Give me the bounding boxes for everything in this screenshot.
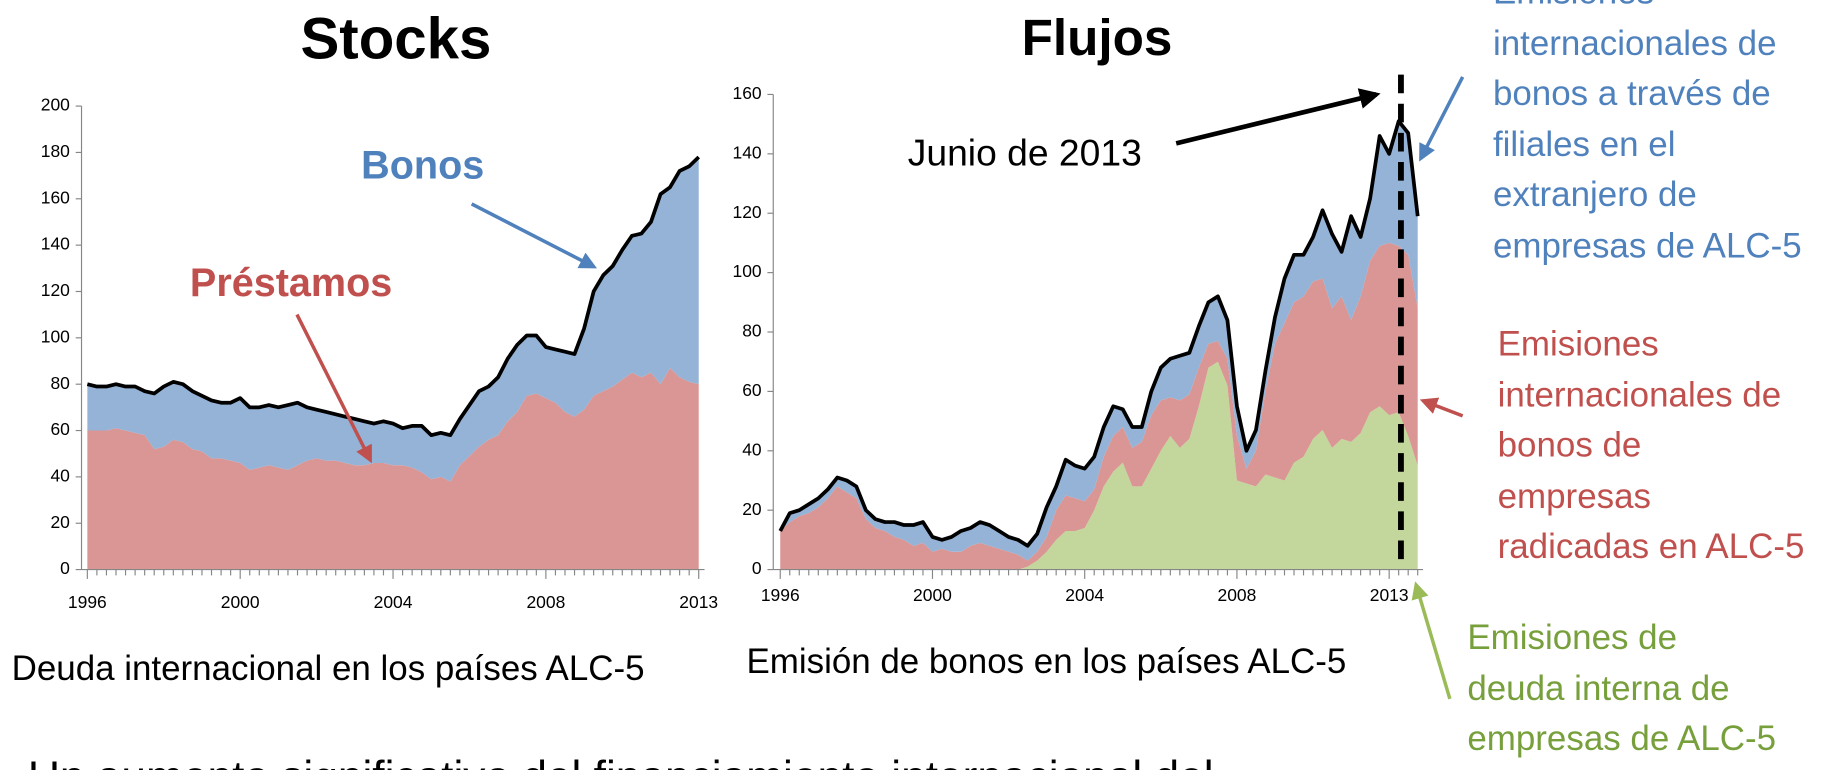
y-tick-label: 0 (60, 558, 70, 578)
arrow (1419, 76, 1465, 162)
y-tick-label: 140 (732, 142, 761, 162)
y-tick-label: 120 (41, 280, 70, 300)
x-tick-label: 2004 (374, 592, 413, 612)
chart-title: Stocks (300, 6, 491, 71)
series-label-text: Emisiones de deuda interna de empresas d… (1467, 618, 1777, 759)
arrow (1411, 581, 1452, 700)
chart-subtitle: Deuda internacional en los países ALC-5 (12, 649, 645, 688)
series-label: Emisiones internacionales de bonos a tra… (1492, 0, 1802, 266)
series-label: Emisiones internacionales de bonos de em… (1497, 325, 1805, 567)
series-label-text: Emisiones internacionales de bonos de em… (1497, 325, 1805, 567)
total-line (86, 155, 701, 438)
y-tick-label: 120 (732, 202, 761, 222)
y-tick-label: 80 (742, 321, 762, 341)
arrow (1419, 397, 1464, 418)
y-tick-label: 100 (732, 261, 761, 281)
x-tick-label: 2000 (913, 585, 952, 605)
y-tick-label: 20 (742, 499, 762, 519)
arrow (295, 313, 372, 464)
arrow (1175, 88, 1381, 146)
chart-subtitle: Emisión de bonos en los países ALC-5 (746, 642, 1346, 681)
y-tick-label: 160 (732, 83, 761, 103)
area (780, 361, 1418, 570)
y-tick-label: 40 (742, 439, 762, 459)
series-label: Préstamos (190, 261, 392, 305)
area (780, 121, 1418, 561)
y-tick-label: 20 (50, 512, 70, 532)
chart-title: Flujos (1022, 9, 1173, 66)
x-tick-label: 2008 (1218, 585, 1257, 605)
area (87, 367, 699, 570)
y-tick-label: 180 (41, 141, 70, 161)
y-tick-label: 80 (50, 373, 70, 393)
x-tick-label: 2013 (1370, 585, 1409, 605)
y-tick-label: 160 (41, 187, 70, 207)
series-label-text: Emisiones internacionales de bonos a tra… (1492, 0, 1802, 266)
x-tick-label: 1996 (68, 592, 107, 612)
y-tick-label: 200 (41, 95, 70, 115)
y-tick-label: 40 (50, 465, 70, 485)
footer-text: Un aumento significativo del financiamie… (28, 753, 1214, 770)
x-tick-label: 2008 (526, 592, 565, 612)
y-tick-label: 60 (742, 380, 762, 400)
series-label: Bonos (361, 143, 484, 187)
area (780, 242, 1418, 570)
x-tick-label: 2013 (679, 592, 718, 612)
annotation: Junio de 2013 (908, 131, 1142, 173)
y-tick-label: 100 (41, 326, 70, 346)
y-tick-label: 140 (41, 234, 70, 254)
series-label: Emisiones de deuda interna de empresas d… (1467, 618, 1777, 759)
x-tick-label: 2004 (1065, 585, 1104, 605)
y-tick-label: 60 (50, 419, 70, 439)
arrow (470, 202, 598, 269)
x-tick-label: 1996 (761, 585, 800, 605)
total-line (778, 119, 1420, 548)
y-tick-label: 0 (752, 558, 762, 578)
x-tick-label: 2000 (221, 592, 260, 612)
